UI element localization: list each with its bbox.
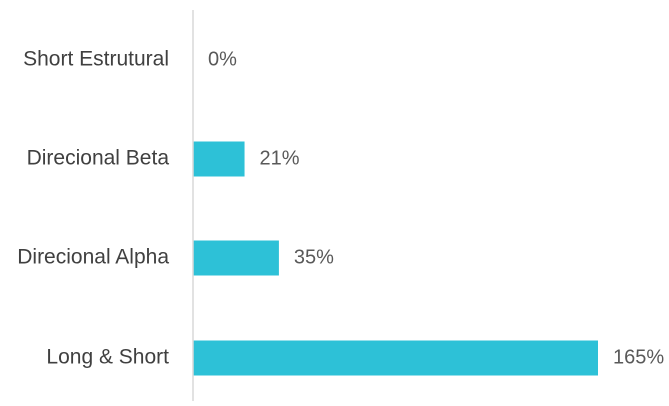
value-label: 165%	[613, 346, 664, 368]
category-label: Short Estrutural	[23, 48, 169, 71]
category-label: Direcional Alpha	[17, 246, 169, 269]
bar-1	[193, 141, 245, 177]
value-label: 21%	[260, 147, 300, 169]
bars-group	[193, 141, 598, 376]
category-label: Direcional Beta	[27, 147, 170, 170]
value-label: 35%	[294, 246, 334, 268]
category-label: Long & Short	[46, 346, 169, 369]
bar-2	[193, 240, 279, 276]
category-labels-group: Short Estrutural Direcional Beta Direciona…	[17, 48, 169, 369]
value-labels-group: 0% 21% 35% 165%	[208, 48, 664, 368]
bar-3	[193, 340, 598, 376]
value-label: 0%	[208, 48, 237, 70]
